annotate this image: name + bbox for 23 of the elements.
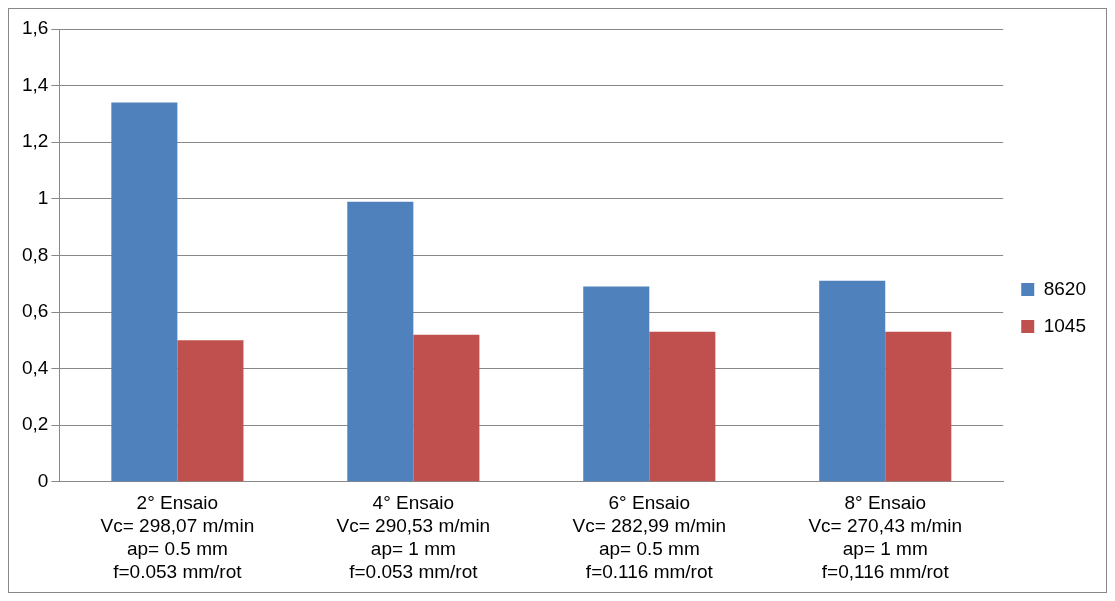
y-tick-label: 1,4 bbox=[21, 73, 49, 95]
bar bbox=[885, 331, 952, 482]
bar bbox=[649, 331, 716, 482]
y-tick-label: 1,6 bbox=[21, 17, 49, 39]
bar bbox=[111, 102, 178, 482]
x-tick-label: 6° Ensaio Vc= 282,99 m/min ap= 0.5 mm f=0.116 mm/rot bbox=[572, 492, 727, 582]
bar bbox=[177, 340, 244, 482]
y-tick-label: 0,8 bbox=[21, 243, 49, 265]
y-tick-label: 0 bbox=[37, 470, 49, 492]
legend-label: 1045 bbox=[1043, 314, 1087, 336]
bar bbox=[583, 286, 650, 482]
y-tick-label: 0,4 bbox=[21, 356, 49, 378]
x-tick-label: 2° Ensaio Vc= 298,07 m/min ap= 0.5 mm f=0.053 mm/rot bbox=[100, 492, 255, 582]
bar bbox=[819, 280, 886, 482]
bar bbox=[347, 201, 414, 482]
bar bbox=[413, 334, 480, 482]
x-tick-label: 4° Ensaio Vc= 290,53 m/min ap= 1 mm f=0.053 mm/rot bbox=[336, 492, 491, 582]
y-tick-label: 1 bbox=[37, 187, 49, 209]
y-tick-label: 1,2 bbox=[21, 130, 49, 152]
x-tick-label: 8° Ensaio Vc= 270,43 m/min ap= 1 mm f=0,116 mm/rot bbox=[808, 492, 963, 582]
y-tick-label: 0,2 bbox=[21, 413, 49, 435]
legend-label: 8620 bbox=[1043, 277, 1087, 299]
y-tick-label: 0,6 bbox=[21, 300, 49, 322]
